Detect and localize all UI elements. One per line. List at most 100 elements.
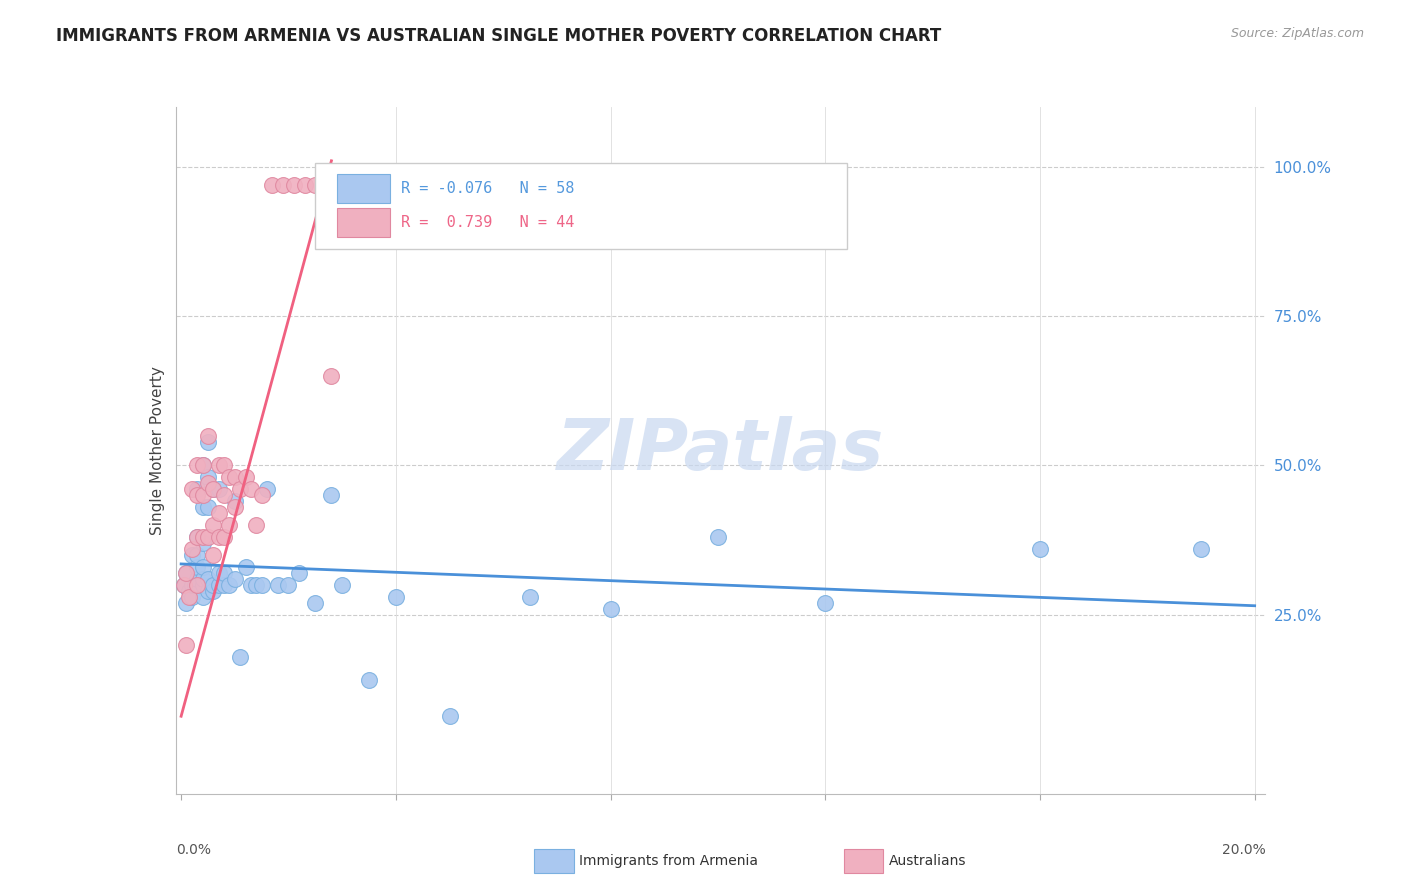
Point: [186, 458, 208, 473]
Point: [176, 638, 198, 652]
Point: [271, 178, 294, 192]
Point: [186, 530, 208, 544]
Point: [186, 548, 208, 562]
Point: [208, 530, 231, 544]
Point: [208, 566, 231, 580]
Point: [180, 590, 202, 604]
Point: [186, 578, 208, 592]
Point: [224, 470, 246, 484]
Text: Australians: Australians: [889, 854, 966, 868]
Point: [245, 518, 267, 533]
Point: [599, 601, 621, 615]
Point: [186, 560, 208, 574]
Text: 0.0%: 0.0%: [176, 843, 211, 857]
Point: [814, 596, 837, 610]
Point: [250, 578, 273, 592]
Point: [202, 548, 225, 562]
Point: [235, 560, 257, 574]
Point: [326, 178, 349, 192]
Point: [176, 566, 198, 580]
Point: [197, 476, 219, 491]
Bar: [337, 208, 391, 236]
Bar: [534, 849, 574, 873]
Point: [288, 566, 311, 580]
Point: [176, 566, 198, 580]
Point: [245, 578, 267, 592]
Point: [277, 578, 299, 592]
Point: [197, 572, 219, 586]
Point: [336, 178, 359, 192]
Point: [191, 578, 214, 592]
Point: [197, 530, 219, 544]
Point: [315, 178, 337, 192]
Point: [304, 596, 326, 610]
Point: [218, 518, 240, 533]
Point: [347, 178, 370, 192]
Point: [183, 578, 205, 592]
Point: [202, 483, 225, 497]
Text: R = -0.076   N = 58: R = -0.076 N = 58: [401, 181, 575, 195]
Point: [191, 458, 214, 473]
Point: [385, 590, 408, 604]
Point: [191, 458, 214, 473]
Y-axis label: Single Mother Poverty: Single Mother Poverty: [149, 366, 165, 535]
Point: [250, 488, 273, 502]
Point: [321, 368, 343, 383]
Point: [197, 583, 219, 598]
Point: [186, 572, 208, 586]
Point: [202, 583, 225, 598]
Point: [180, 578, 202, 592]
Text: Immigrants from Armenia: Immigrants from Armenia: [579, 854, 758, 868]
Point: [186, 578, 208, 592]
Point: [707, 530, 730, 544]
Point: [191, 530, 214, 544]
Point: [224, 572, 246, 586]
Point: [229, 649, 252, 664]
Point: [208, 578, 231, 592]
Point: [212, 488, 235, 502]
Point: [239, 483, 262, 497]
Bar: [844, 849, 883, 873]
FancyBboxPatch shape: [315, 162, 846, 249]
Point: [197, 470, 219, 484]
Point: [197, 434, 219, 449]
Point: [262, 178, 284, 192]
Point: [294, 178, 316, 192]
Point: [212, 566, 235, 580]
Bar: [337, 174, 391, 202]
Point: [256, 483, 278, 497]
Point: [191, 536, 214, 550]
Point: [202, 483, 225, 497]
Point: [212, 458, 235, 473]
Text: 20.0%: 20.0%: [1222, 843, 1265, 857]
Point: [208, 458, 231, 473]
Point: [218, 470, 240, 484]
Point: [180, 483, 202, 497]
Point: [197, 428, 219, 442]
Point: [439, 709, 461, 723]
Point: [304, 178, 326, 192]
Point: [186, 488, 208, 502]
Point: [224, 500, 246, 515]
Point: [218, 578, 240, 592]
Point: [173, 578, 195, 592]
Text: R =  0.739   N = 44: R = 0.739 N = 44: [401, 215, 575, 230]
Point: [179, 583, 201, 598]
Point: [191, 590, 214, 604]
Point: [357, 673, 380, 688]
Point: [180, 548, 202, 562]
Point: [283, 178, 305, 192]
Point: [1189, 541, 1212, 556]
Point: [191, 560, 214, 574]
Point: [186, 483, 208, 497]
Point: [208, 506, 231, 520]
Point: [191, 500, 214, 515]
Point: [191, 572, 214, 586]
Point: [212, 578, 235, 592]
Point: [212, 530, 235, 544]
Text: IMMIGRANTS FROM ARMENIA VS AUSTRALIAN SINGLE MOTHER POVERTY CORRELATION CHART: IMMIGRANTS FROM ARMENIA VS AUSTRALIAN SI…: [56, 27, 942, 45]
Point: [1029, 541, 1052, 556]
Point: [224, 494, 246, 508]
Text: ZIPatlas: ZIPatlas: [557, 416, 884, 485]
Point: [173, 578, 195, 592]
